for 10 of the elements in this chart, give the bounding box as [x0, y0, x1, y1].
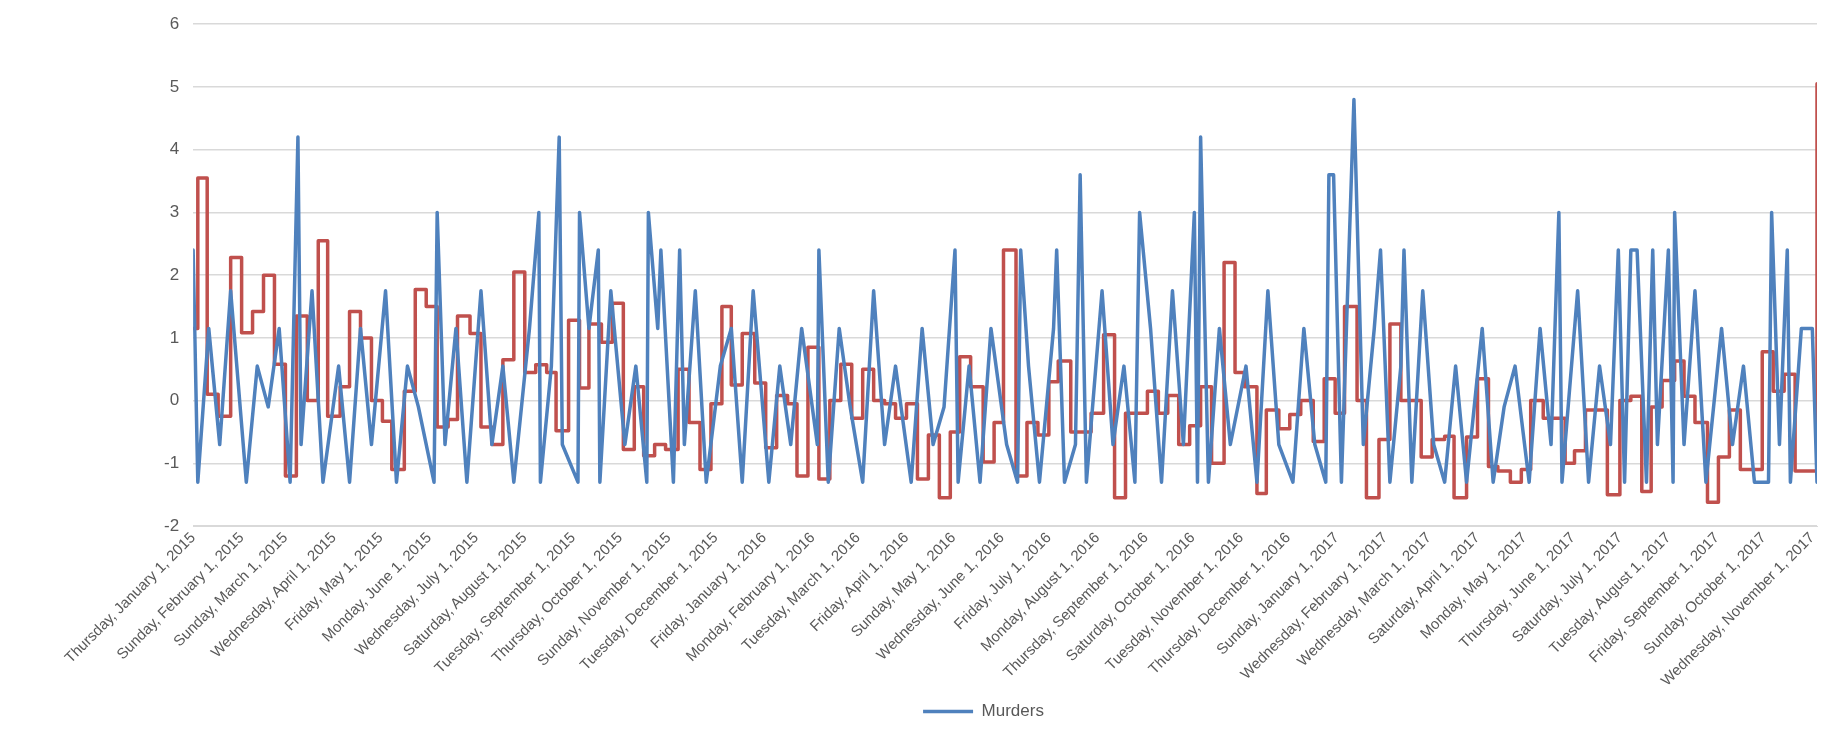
legend-label: Murders	[981, 701, 1044, 721]
y-tick-label: 0	[169, 390, 180, 410]
y-tick-label: 3	[169, 202, 180, 222]
y-tick-label: -2	[163, 515, 180, 535]
y-tick-label: 6	[169, 13, 180, 33]
y-tick-label: 4	[169, 139, 180, 159]
y-tick-label: 5	[169, 76, 180, 96]
y-tick-label: 2	[169, 264, 180, 284]
y-tick-label: 1	[169, 327, 180, 347]
y-tick-label: -1	[163, 453, 180, 473]
